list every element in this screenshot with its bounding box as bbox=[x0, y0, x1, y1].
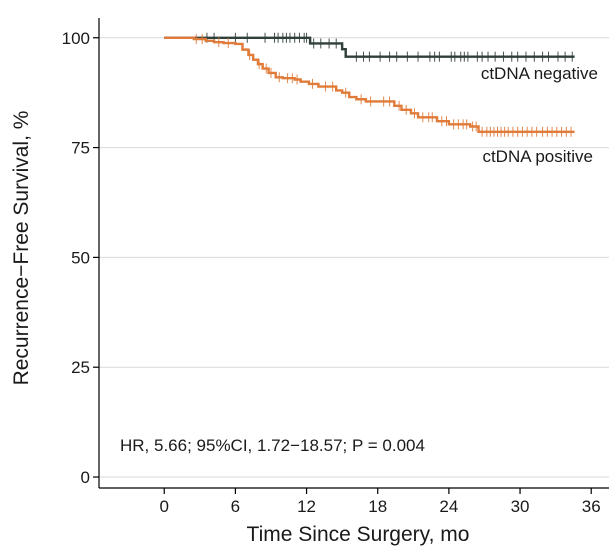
series-line-ctdna-negative bbox=[164, 36, 575, 58]
y-axis-label: Recurrence−Free Survival, % bbox=[10, 111, 33, 386]
y-tick-label-75: 75 bbox=[71, 139, 90, 158]
series-group bbox=[164, 32, 575, 137]
x-tick-label-18: 18 bbox=[368, 497, 387, 516]
y-tick-label-0: 0 bbox=[81, 468, 90, 487]
x-tick-label-12: 12 bbox=[297, 497, 316, 516]
series-line-ctdna-positive bbox=[164, 36, 575, 133]
x-axis-label: Time Since Surgery, mo bbox=[247, 523, 470, 546]
x-tick-label-0: 0 bbox=[159, 497, 168, 516]
x-tick-label-6: 6 bbox=[231, 497, 240, 516]
y-tick-label-100: 100 bbox=[62, 29, 90, 48]
x-tick-label-24: 24 bbox=[439, 497, 458, 516]
series-label-ctdna-positive: ctDNA positive bbox=[482, 147, 593, 166]
labels-group: Recurrence−Free Survival, % Time Since S… bbox=[10, 64, 598, 546]
x-tick-label-30: 30 bbox=[511, 497, 530, 516]
hazard-ratio-annotation: HR, 5.66; 95%CI, 1.72−18.57; P = 0.004 bbox=[120, 436, 425, 455]
x-tick-label-36: 36 bbox=[582, 497, 601, 516]
y-tick-label-50: 50 bbox=[71, 248, 90, 267]
gridlines bbox=[99, 37, 609, 478]
axes: 0 25 50 75 100 0 6 12 18 24 30 36 bbox=[62, 18, 609, 516]
y-tick-label-25: 25 bbox=[71, 358, 90, 377]
series-label-ctdna-negative: ctDNA negative bbox=[481, 64, 598, 83]
